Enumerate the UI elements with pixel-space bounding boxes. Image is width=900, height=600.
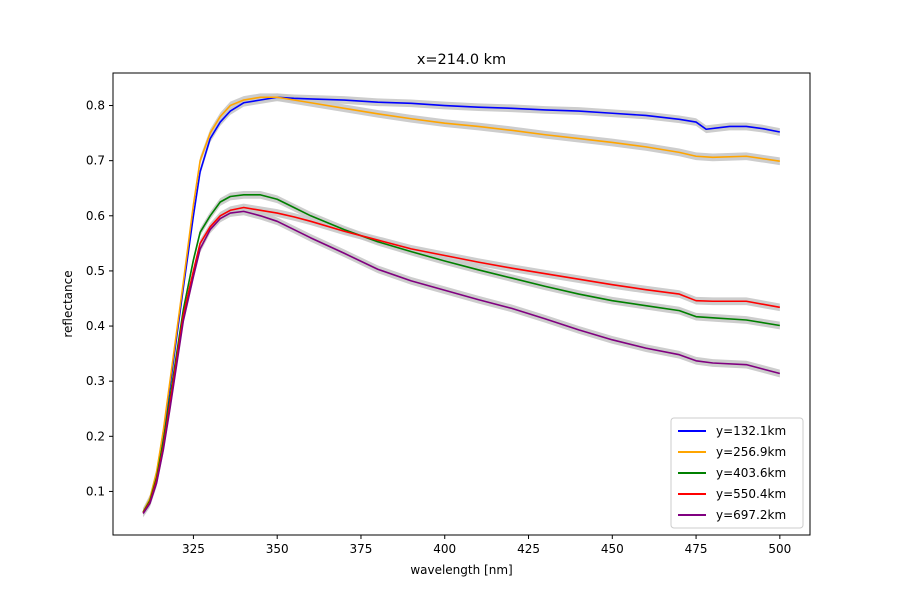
x-tick-label: 350 xyxy=(266,542,289,556)
legend-label-1: y=132.1km xyxy=(716,424,786,438)
y-tick-label: 0.4 xyxy=(86,319,105,333)
x-axis-ticks: 325 350 375 400 425 450 475 500 xyxy=(182,535,791,556)
series-lines xyxy=(142,96,781,514)
y-axis-ticks: 0.1 0.2 0.3 0.4 0.5 0.6 0.7 0.8 xyxy=(86,99,113,498)
chart-title: x=214.0 km xyxy=(417,52,506,68)
y-tick-label: 0.5 xyxy=(86,264,105,278)
x-axis-label: wavelength [nm] xyxy=(410,563,512,577)
legend-label-4: y=550.4km xyxy=(716,487,786,501)
y-tick-label: 0.7 xyxy=(86,154,105,168)
y-tick-label: 0.6 xyxy=(86,209,105,223)
x-tick-label: 325 xyxy=(182,542,205,556)
legend-label-5: y=697.2km xyxy=(716,508,786,522)
x-tick-label: 425 xyxy=(517,542,540,556)
legend-box xyxy=(670,417,804,529)
x-tick-label: 500 xyxy=(768,542,791,556)
y-tick-label: 0.3 xyxy=(86,374,105,388)
series-line-2 xyxy=(142,96,780,513)
y-tick-label: 0.2 xyxy=(86,429,105,443)
plot-frame xyxy=(112,72,811,536)
y-tick-label: 0.8 xyxy=(86,99,105,113)
series-line-5 xyxy=(142,210,781,514)
x-tick-label: 450 xyxy=(601,542,624,556)
y-axis-label: reflectance xyxy=(61,270,75,337)
uncertainty-band-5 xyxy=(143,207,780,518)
uncertainty-band-3 xyxy=(143,190,780,517)
x-tick-label: 475 xyxy=(685,542,708,556)
legend: y=132.1km y=256.9km y=403.6km y=550.4km y=69… xyxy=(670,417,804,529)
x-tick-label: 375 xyxy=(350,542,373,556)
legend-label-2: y=256.9km xyxy=(716,445,786,459)
x-tick-label: 400 xyxy=(433,542,456,556)
series-line-3 xyxy=(142,194,780,513)
y-tick-label: 0.1 xyxy=(86,484,105,498)
series-line-4 xyxy=(142,206,780,514)
legend-label-3: y=403.6km xyxy=(716,466,786,480)
